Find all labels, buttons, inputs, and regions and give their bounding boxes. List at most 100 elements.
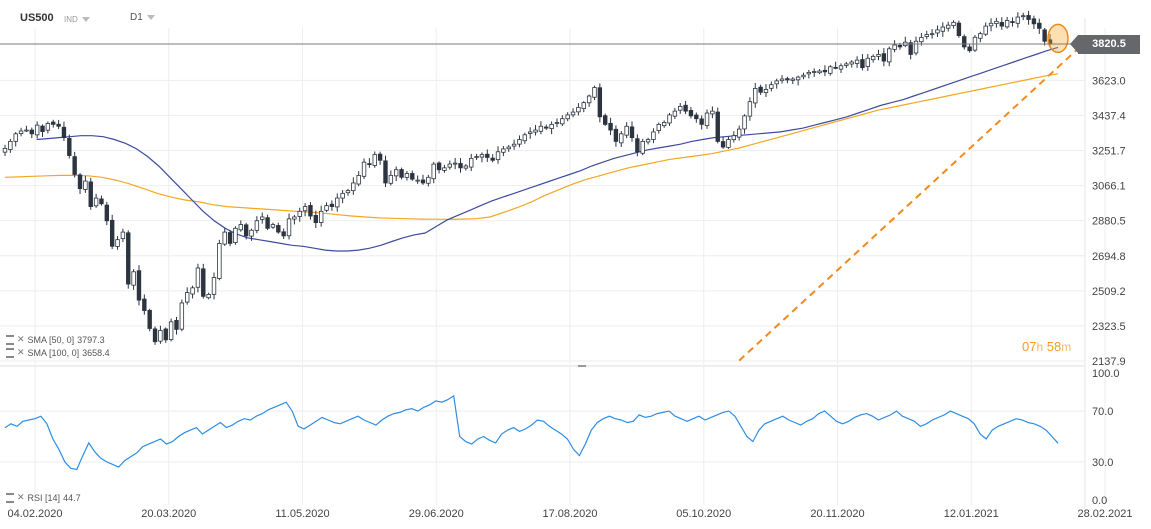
candle-body [597,87,603,118]
candle-body [158,329,163,342]
sma50-legend[interactable]: ✕ SMA [50, 0] 3797.3 [6,334,105,345]
candle-body [372,154,377,166]
candle-body [522,134,528,142]
candle-body [109,219,115,247]
time-tick-label: 05.10.2020 [676,508,731,520]
candle-body [774,80,779,85]
candle-body [356,175,361,185]
candle-body [286,218,292,237]
candle-body [479,154,485,158]
candle-body [935,29,940,34]
price-tick-label: 2880.5 [1092,216,1126,228]
candle-body [812,71,817,73]
candle-body [1004,20,1010,28]
candle-body [324,205,329,211]
time-tick-label: 20.03.2020 [141,508,196,520]
candle-body [13,133,18,142]
candle-body [581,102,586,110]
candle-body [790,78,795,81]
timer-hours-unit: h [1036,340,1044,354]
candle-body [136,270,142,301]
candle-body [908,42,913,55]
candle-body [185,292,190,303]
candle-body [619,133,624,144]
candle-body [18,130,24,134]
candle-body [292,216,297,220]
close-icon[interactable]: ✕ [17,347,25,357]
rsi-tick-label: 70.0 [1092,406,1113,418]
current-price-tag: 3820.5 [1070,35,1140,55]
candle-body [399,169,404,178]
instrument-type-dropdown[interactable]: IND [64,15,90,24]
timer-minutes-unit: m [1061,340,1072,354]
candle-body [8,140,13,150]
candle-body [1015,16,1021,24]
candle-body [1010,21,1015,23]
candle-body [592,87,597,98]
candle-body [447,163,452,168]
sma50-legend-value: 3797.3 [77,334,105,345]
candle-body [93,197,99,207]
candle-body [335,197,340,208]
candle-body [945,24,951,29]
candle-body [683,104,688,112]
candle-body [394,169,399,177]
candle-body [431,163,436,180]
candle-body [388,175,394,184]
candle-countdown-timer: 07h 58m [1022,339,1071,354]
close-icon[interactable]: ✕ [17,492,25,502]
candle-body [120,231,126,240]
time-tick-label: 28.02.2021 [1077,508,1132,520]
time-tick-label: 11.05.2020 [275,508,329,520]
candle-body [629,126,635,139]
chart-header: US500 IND D1 [0,0,1151,40]
candle-body [613,128,619,142]
candle-body [276,225,281,233]
candle-body [554,122,560,124]
candle-body [753,88,758,104]
candle-body [651,131,656,140]
sma100-legend[interactable]: ✕ SMA [100, 0] 3658.4 [6,347,110,358]
candle-body [769,84,774,89]
instrument-type-label: IND [64,15,78,24]
candle-body [704,112,710,126]
chevron-down-icon [81,17,90,23]
price-tick-label: 2323.5 [1092,321,1126,333]
candle-body [211,277,217,295]
candle-body [854,59,860,64]
candle-body [983,25,988,35]
candle-body [586,95,592,104]
candle-body [924,34,929,37]
candle-body [720,141,726,148]
candle-body [517,139,522,145]
candle-body [72,156,77,175]
candle-body [351,182,356,192]
candle-body [833,66,838,69]
candle-body [308,205,313,217]
price-tick-label: 2694.8 [1092,251,1126,263]
candle-body [67,138,72,156]
candle-body [29,129,34,135]
candle-body [549,123,554,130]
timeframe-dropdown[interactable]: D1 [130,12,155,23]
candle-body [179,302,185,330]
legend-settings-icon[interactable] [6,334,14,345]
legend-settings-icon[interactable] [6,492,14,503]
candle-body [265,217,270,229]
candle-body [865,57,870,67]
candle-body [56,123,61,127]
candle-body [1026,15,1031,20]
candle-body [999,22,1004,27]
candle-body [485,153,490,158]
candle-body [699,118,704,125]
candle-body [34,124,40,136]
rsi-legend[interactable]: ✕ RSI [14] 44.7 [6,492,81,503]
symbol-label[interactable]: US500 [20,12,54,24]
close-icon[interactable]: ✕ [17,334,25,344]
rsi-legend-label: RSI [14] [27,492,61,503]
sma100-legend-value: 3658.4 [82,347,110,358]
candle-body [452,162,458,165]
candle-body [962,36,967,48]
legend-settings-icon[interactable] [6,347,14,358]
